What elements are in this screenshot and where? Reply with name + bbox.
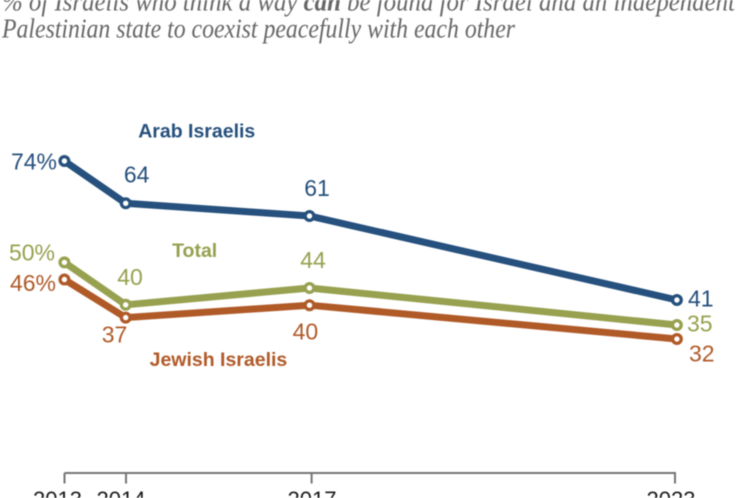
svg-text:2023: 2023	[647, 487, 696, 498]
svg-text:40: 40	[293, 319, 319, 345]
svg-text:Palestinian state to coexist p: Palestinian state to coexist peacefully …	[1, 14, 515, 44]
svg-text:50%: 50%	[9, 240, 55, 266]
svg-text:Arab Israelis: Arab Israelis	[138, 120, 255, 142]
svg-text:% of Israelis who think a way: % of Israelis who think a way can be fou…	[2, 0, 736, 17]
svg-text:32: 32	[689, 341, 715, 367]
svg-text:Jewish Israelis: Jewish Israelis	[150, 349, 288, 371]
svg-text:64: 64	[124, 162, 150, 188]
svg-text:44: 44	[300, 247, 326, 273]
svg-text:2013: 2013	[33, 487, 82, 498]
svg-text:2014: 2014	[97, 487, 146, 498]
svg-text:Total: Total	[172, 240, 217, 262]
svg-text:40: 40	[117, 264, 143, 290]
svg-text:2017: 2017	[288, 487, 337, 498]
svg-text:46%: 46%	[10, 270, 56, 296]
svg-text:41: 41	[688, 286, 714, 312]
svg-text:61: 61	[304, 175, 330, 201]
svg-text:37: 37	[102, 322, 128, 348]
svg-text:35: 35	[687, 311, 713, 337]
svg-text:74%: 74%	[11, 149, 57, 175]
